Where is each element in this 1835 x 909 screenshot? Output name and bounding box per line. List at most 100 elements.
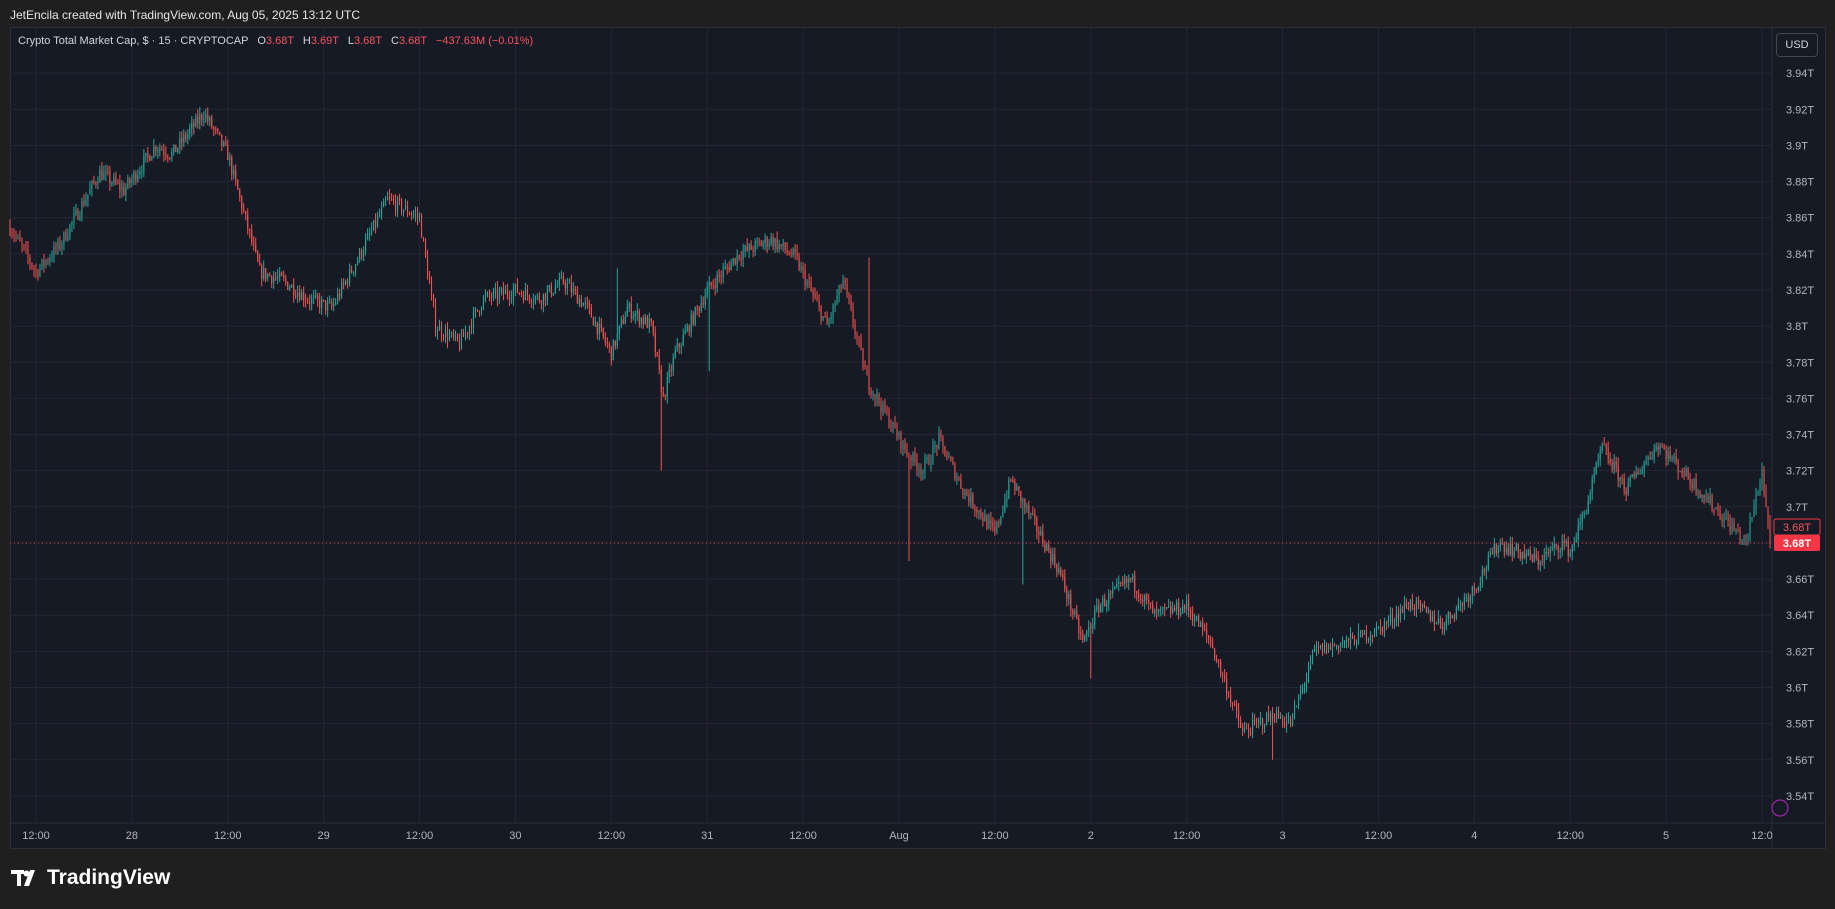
candle-body [255,244,257,252]
candle-body [1214,648,1216,659]
candle-body [650,318,652,322]
candle-body [848,293,850,301]
chart-area[interactable] [10,27,1826,849]
candle-body [638,310,640,324]
candle-body [1286,720,1288,726]
candle-body [1603,444,1605,446]
candle-body [1172,607,1174,614]
x-tick-label: 30 [509,830,521,842]
candle-body [954,463,956,480]
candle-body [900,432,902,449]
candle-body [95,182,97,184]
candle-body [85,199,87,206]
candle-body [1591,478,1593,494]
candle-body [179,137,181,148]
candle-body [175,144,177,152]
candle-body [1295,705,1298,707]
candle-body [1222,673,1224,676]
candle-body [25,246,27,249]
candle-body [878,394,880,404]
candle-body [414,213,417,215]
candle-body [1070,594,1072,610]
candle-body [137,175,139,181]
candle-body [1202,622,1204,629]
candle-body [121,187,123,191]
candle-body [1709,496,1711,503]
candle-body [786,249,788,253]
candle-body [331,302,333,308]
candle-body [500,288,502,292]
candle-body [970,493,972,503]
candle-body [978,510,980,513]
x-tick-label: 29 [318,830,330,842]
candle-body [211,117,213,128]
candle-body [1194,620,1196,622]
candle-body [490,296,493,299]
candle-body [446,329,449,341]
candle-body [908,455,910,458]
candle-body [1012,479,1014,482]
candle-body [474,309,477,313]
candle-body [1186,600,1188,610]
candle-body [1333,644,1336,647]
candle-body [1573,542,1575,546]
candle-body [1391,614,1393,623]
candle-body [686,326,688,331]
candle-body [39,267,41,277]
symbol-title: Crypto Total Market Cap, $ · 15 · CRYPTO… [18,35,249,47]
symbol-legend[interactable]: Crypto Total Market Cap, $ · 15 · CRYPTO… [18,35,533,47]
candle-body [1431,616,1433,621]
candle-body [1435,623,1437,625]
candle-body [103,172,105,180]
price-label-current: 3.68T [1783,538,1811,550]
candle-body [1196,616,1198,621]
candle-body [1675,456,1677,462]
candle-body [782,242,784,246]
candle-body [99,169,101,183]
currency-button[interactable]: USD [1776,33,1818,57]
candle-body [1441,623,1443,630]
candle-body [1741,539,1743,541]
candle-body [161,148,163,151]
candle-body [702,303,704,305]
candle-body [257,251,259,262]
candle-body [570,282,572,293]
candle-body [1537,557,1539,566]
candle-body [910,457,912,462]
candle-body [1767,506,1769,523]
candle-body [1479,581,1481,587]
x-tick-label: 12:00 [406,830,434,842]
candle-body [51,257,53,259]
low-value: 3.68T [353,35,382,47]
candle-body [271,275,273,284]
candle-body [932,446,934,463]
candle-body [1216,658,1218,662]
candle-body [510,298,512,300]
tradingview-logo[interactable]: TradingView [11,866,170,890]
candle-body [127,178,129,188]
candle-body [648,318,650,328]
candle-body [35,269,37,272]
candle-body [920,469,922,475]
candle-body [1317,646,1320,648]
candle-body [962,488,964,495]
candle-body [1641,469,1643,474]
candle-body [580,298,582,307]
candle-body [1757,493,1759,495]
candle-body [456,334,459,341]
candle-body [1114,586,1116,590]
candle-body [598,323,600,335]
candle-body [874,394,876,399]
candle-body [1146,595,1148,601]
candle-body [1176,602,1178,611]
candle-body [438,326,441,331]
candle-body [534,296,536,302]
candle-body [319,299,321,309]
candle-body [1280,717,1282,719]
candle-body [1561,541,1563,552]
candle-body [1262,719,1264,728]
candle-body [1729,520,1731,532]
candle-body [149,155,151,161]
candle-body [640,318,642,324]
